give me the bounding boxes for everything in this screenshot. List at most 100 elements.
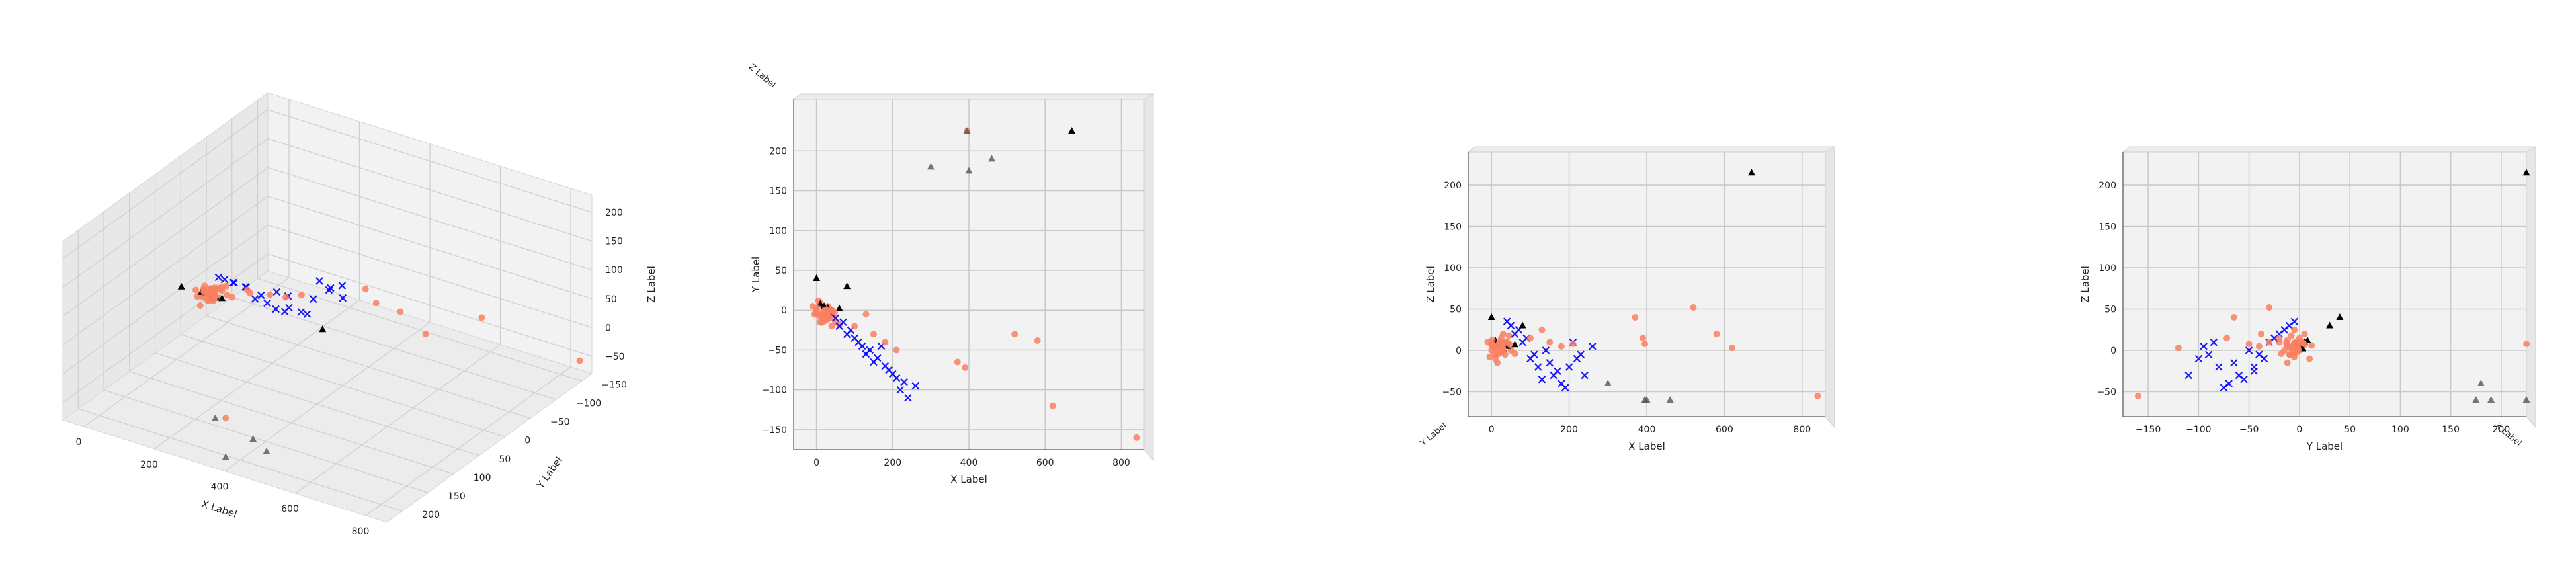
data-point: [963, 127, 971, 134]
data-point: [192, 286, 200, 294]
y-axis-label: Z Label: [2079, 266, 2091, 303]
data-point: [2291, 326, 2298, 333]
y-tick-label: 100: [474, 473, 491, 483]
data-point: [2215, 363, 2223, 371]
data-point: [1690, 304, 1697, 311]
data-point: [892, 374, 901, 382]
data-point: [2230, 314, 2237, 321]
pane-side: [2526, 146, 2536, 428]
data-point: [1511, 350, 1518, 357]
data-point: [1747, 169, 1755, 176]
x-tick-label: −100: [2186, 425, 2211, 435]
data-point: [1643, 396, 1651, 403]
grid-line: [62, 109, 269, 259]
data-point: [828, 323, 835, 330]
grid-line: [62, 196, 269, 346]
data-point: [272, 288, 281, 296]
data-point: [1534, 363, 1542, 371]
y-axis-label: Y Label: [534, 454, 565, 491]
grid-line: [257, 278, 582, 382]
data-point: [962, 364, 969, 371]
data-point: [893, 346, 900, 354]
data-point: [2245, 341, 2253, 347]
x-tick-label: 800: [1112, 458, 1130, 468]
data-point: [2522, 396, 2530, 403]
pane-side: [1825, 146, 1835, 428]
x-tick-label: 400: [1638, 425, 1656, 435]
data-point: [2326, 321, 2334, 329]
data-point: [1486, 354, 1493, 360]
y-tick-label: 100: [2098, 263, 2116, 274]
data-point: [1565, 363, 1573, 371]
data-point: [885, 366, 893, 374]
data-point: [2200, 342, 2208, 350]
data-point: [2472, 396, 2480, 403]
grid-line: [62, 167, 269, 317]
data-point: [2270, 334, 2278, 343]
x-tick-label: 0: [1489, 425, 1495, 435]
data-point: [870, 331, 877, 338]
data-point: [2294, 344, 2301, 351]
y-tick-label: 150: [448, 491, 466, 502]
data-point: [1713, 331, 1720, 337]
data-point: [1505, 332, 1513, 339]
data-point: [2210, 338, 2218, 346]
y-tick-label: −150: [602, 380, 627, 390]
y-axis-label: Y Label: [750, 257, 762, 293]
grid-line: [224, 321, 431, 472]
y-axis-label: Z Label: [1425, 266, 1436, 303]
x-axis-label: X Label: [950, 473, 987, 485]
axis-label-edge: Y Label: [1418, 421, 1449, 448]
data-point: [2266, 304, 2273, 311]
x-tick-label: 200: [2493, 425, 2511, 435]
grid-line: [267, 196, 593, 300]
x-tick-label: 800: [1793, 425, 1811, 435]
data-point: [900, 378, 908, 386]
data-point: [229, 294, 236, 301]
data-point: [2194, 354, 2203, 363]
x-tick-label: 200: [884, 458, 901, 468]
y-tick-label: 50: [1450, 305, 1462, 315]
data-point: [249, 435, 257, 442]
data-point: [2257, 331, 2264, 337]
data-point: [298, 292, 305, 299]
data-point: [177, 282, 185, 290]
chart-panel-top-view: 0 200 400 600 800 −150 −100 −50 0 50 100 150 200 X La…: [747, 62, 1155, 485]
data-point: [1546, 358, 1554, 367]
data-point: [1511, 341, 1518, 348]
data-point: [263, 299, 271, 307]
data-point: [251, 295, 259, 303]
data-point: [1494, 359, 1501, 366]
data-point: [1491, 350, 1499, 358]
grid-line: [62, 224, 269, 374]
grid-line: [267, 224, 593, 328]
data-point: [1487, 313, 1495, 320]
data-point: [1632, 314, 1639, 321]
data-point: [576, 357, 583, 364]
data-point: [1589, 342, 1597, 350]
data-point: [1641, 341, 1649, 347]
data-point: [1814, 392, 1821, 399]
z-axis-label: Z Label: [645, 266, 657, 303]
data-point: [911, 382, 920, 390]
grid-line: [267, 138, 593, 242]
data-point: [1526, 335, 1534, 342]
grid-line: [78, 408, 403, 512]
data-point: [211, 414, 219, 421]
grid-line: [267, 109, 593, 213]
data-point: [843, 282, 851, 290]
y-tick-label: 200: [422, 510, 440, 520]
y-tick-label: −150: [762, 425, 787, 436]
data-point: [267, 291, 274, 298]
data-point: [200, 287, 208, 294]
chart-panel-perspective: 0 200 400 600 800 −150−100 −50 0 50 100 150 200 −50 0…: [62, 92, 657, 537]
data-point: [2220, 384, 2228, 392]
data-point: [478, 314, 485, 321]
data-point: [2223, 335, 2231, 342]
data-point: [813, 309, 820, 316]
x-tick-label: −50: [2239, 425, 2259, 435]
y-tick-label: 150: [1444, 222, 1462, 233]
x-tick-label: 600: [281, 504, 299, 514]
data-point: [2522, 169, 2530, 176]
